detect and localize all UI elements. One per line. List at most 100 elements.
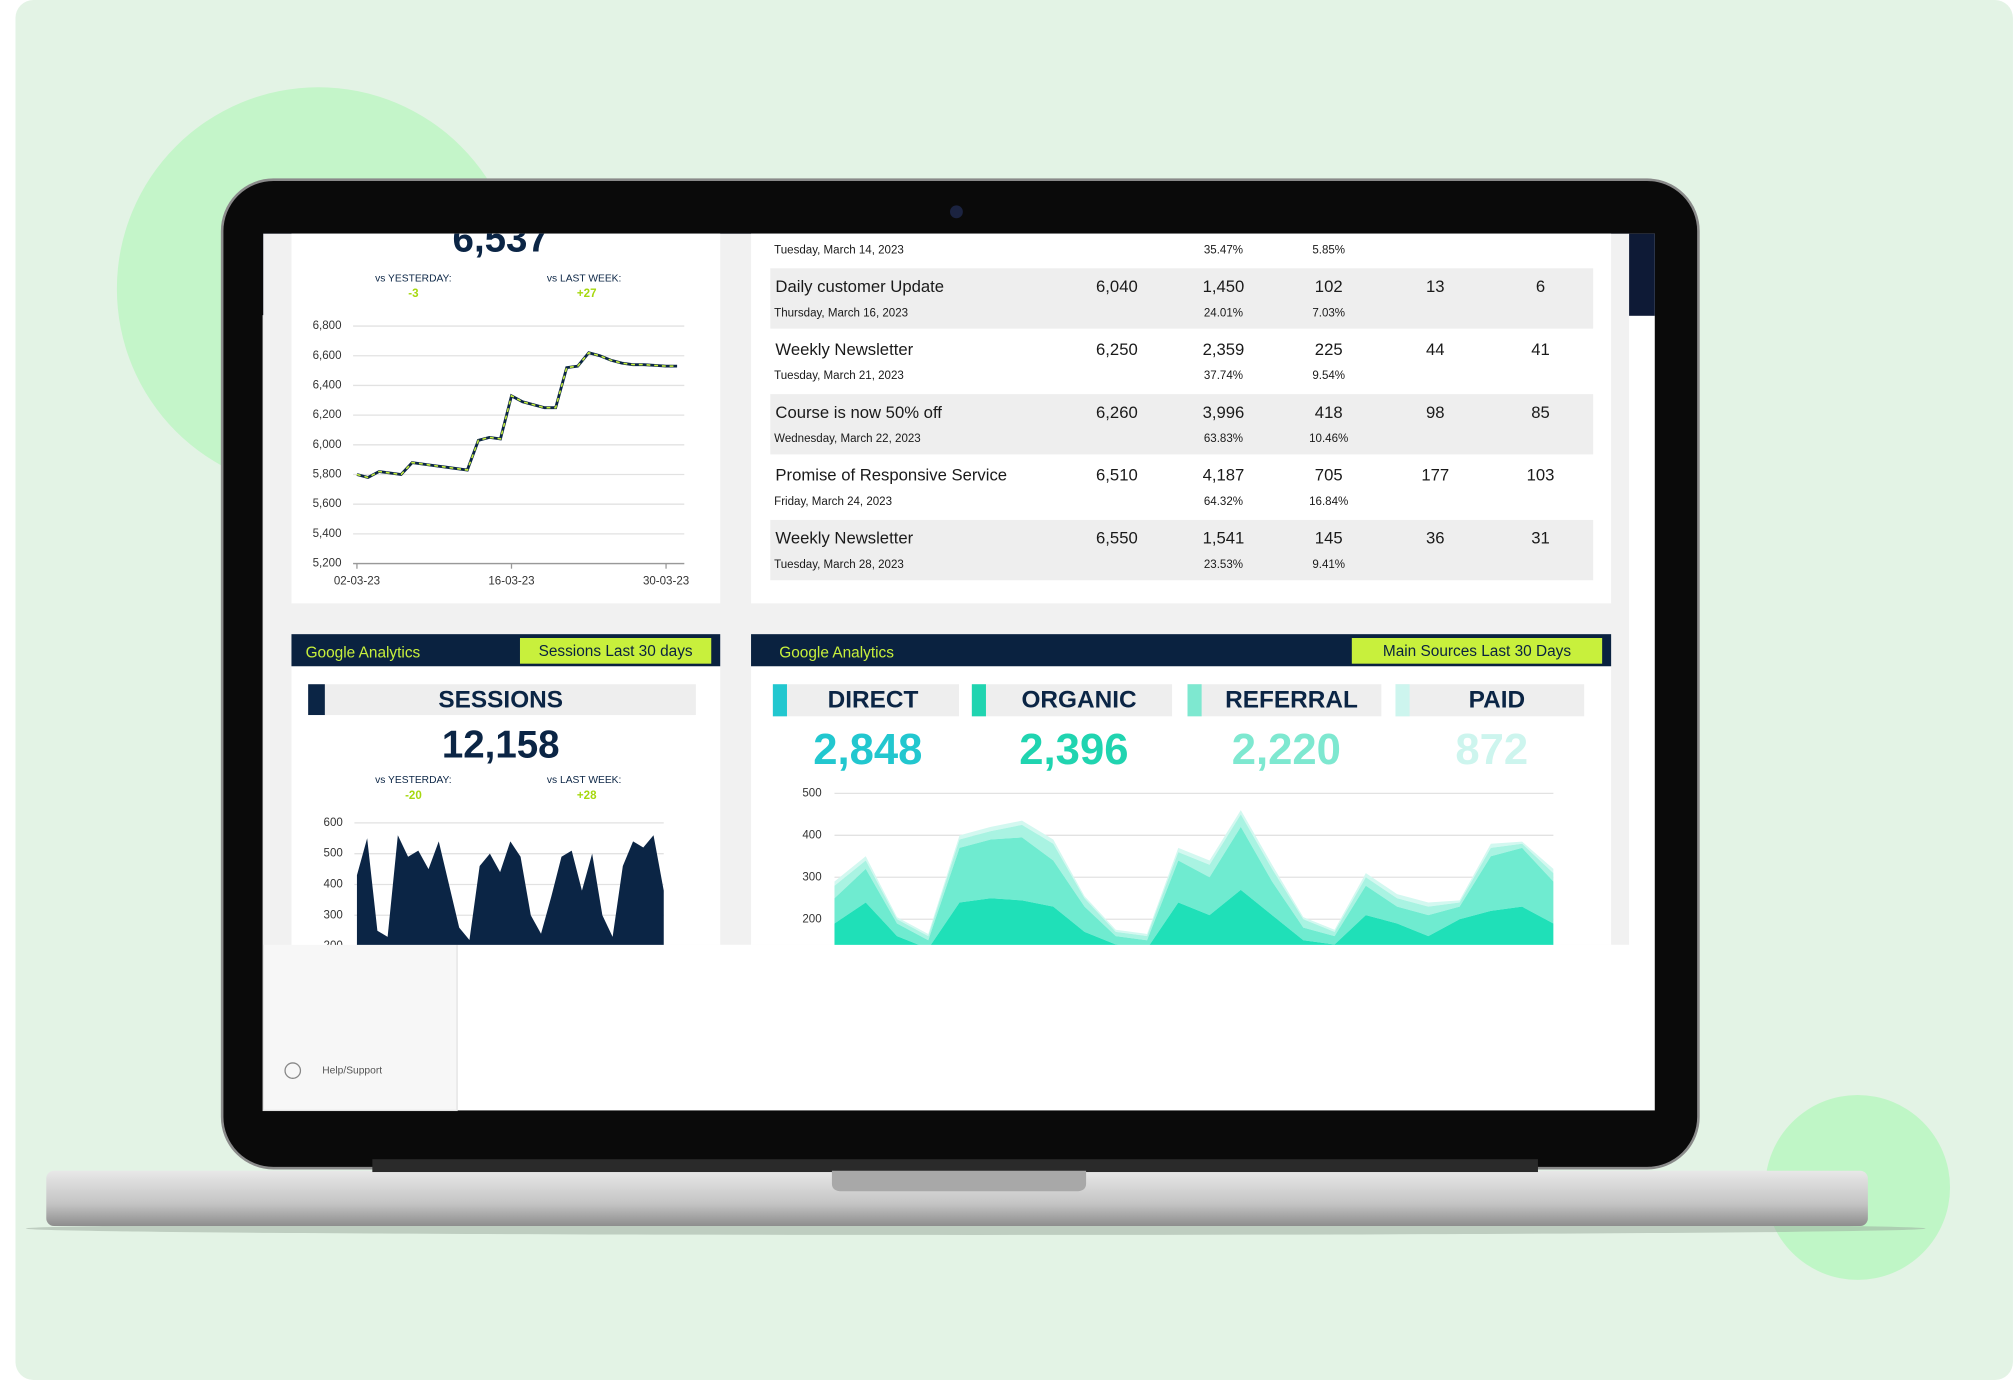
x-tick-label: 30-03-23: [643, 576, 689, 588]
y-tick-label: 5,800: [313, 469, 342, 481]
panel-button[interactable]: [519, 638, 712, 664]
kpi-label: vs LAST WEEK:: [547, 775, 621, 786]
y-tick-label: 300: [802, 871, 821, 883]
table-row-bg: [770, 519, 1594, 581]
table-row-bg: [770, 268, 1594, 329]
kpi-delta: +27: [577, 288, 597, 300]
area: [356, 835, 664, 945]
table-cell: 5.85%: [1312, 244, 1345, 256]
panel-button-label[interactable]: Sessions Last 30 days: [539, 643, 693, 660]
kpi-delta: -20: [405, 790, 422, 802]
table-cell: 145: [1315, 529, 1343, 548]
area-layer: [834, 814, 1554, 941]
x-tick-label: 02-03-23: [334, 576, 380, 588]
table-cell: 41: [1531, 340, 1550, 359]
table-cell: 1,541: [1203, 529, 1245, 548]
y-tick-label: 6,000: [313, 439, 342, 451]
dashboard: 6,537 vs YESTERDAY: -3 vs LAST WEEK: +27 Tues…: [263, 218, 1630, 952]
y-tick-label: 6,600: [313, 350, 342, 362]
table-cell: 35.47%: [1204, 244, 1243, 256]
source-total: 2,220: [1232, 725, 1341, 774]
y-tick-label: 6,200: [313, 409, 342, 421]
y-tick-label: 200: [324, 940, 343, 952]
legend-label: DIRECT: [828, 686, 919, 713]
source-header-bg: [1395, 684, 1585, 717]
table-cell: Tuesday, March 21, 2023: [774, 370, 904, 382]
panel-source: Google Analytics: [779, 644, 894, 661]
source-marker: [1187, 684, 1202, 717]
table-cell: 31: [1531, 529, 1550, 548]
table-cell: 2,359: [1203, 340, 1245, 359]
kpi-label: vs LAST WEEK:: [547, 273, 621, 284]
table-cell: 24.01%: [1204, 307, 1243, 319]
y-tick-label: 400: [324, 879, 343, 891]
table-cell: 23.53%: [1204, 559, 1243, 571]
y-tick-label: 300: [324, 909, 343, 921]
table-cell: Friday, March 24, 2023: [774, 496, 892, 508]
y-tick-label: 600: [324, 817, 343, 829]
table-cell: 98: [1426, 403, 1445, 422]
source-header-bg: [772, 684, 960, 717]
table-cell: 102: [1315, 277, 1343, 296]
source-header-bg: [971, 684, 1173, 717]
table-cell: Daily customer Update: [775, 277, 944, 296]
table-cell: 1,450: [1203, 277, 1245, 296]
table-cell: 177: [1421, 466, 1449, 485]
table-cell: 16.84%: [1309, 496, 1348, 508]
legend-label: REFERRAL: [1225, 686, 1358, 713]
table-cell: Weekly Newsletter: [775, 340, 913, 359]
table-cell: Weekly Newsletter: [775, 529, 913, 548]
table-cell: 225: [1315, 340, 1343, 359]
source-total: 2,848: [813, 725, 922, 774]
hinge: [372, 1159, 1538, 1173]
source-total: 2,396: [1019, 725, 1128, 774]
table-cell: 37.74%: [1204, 370, 1243, 382]
laptop-base: [46, 1170, 1868, 1226]
y-tick-label: 200: [802, 913, 821, 925]
table-cell: 7.03%: [1312, 307, 1345, 319]
title-bar: [308, 684, 696, 716]
table-cell: Promise of Responsive Service: [775, 466, 1007, 485]
table-cell: Course is now 50% off: [775, 403, 942, 422]
help-link[interactable]: Help/Support: [322, 1065, 382, 1076]
table-cell: 6,550: [1096, 529, 1138, 548]
panel-source: Google Analytics: [306, 644, 421, 661]
source-total: 872: [1455, 725, 1528, 774]
table-cell: 63.83%: [1204, 433, 1243, 445]
table-cell: Tuesday, March 28, 2023: [774, 559, 904, 571]
panel-button-label[interactable]: Main Sources Last 30 Days: [1383, 643, 1572, 660]
table-cell: 6,250: [1096, 340, 1138, 359]
table-cell: 6,040: [1096, 277, 1138, 296]
y-tick-label: 6,800: [313, 320, 342, 332]
table-cell: 6,510: [1096, 466, 1138, 485]
table-cell: 9.54%: [1312, 370, 1345, 382]
source-marker: [971, 684, 986, 717]
table-cell: 3,996: [1203, 403, 1245, 422]
y-tick-label: 6,400: [313, 379, 342, 391]
table-cell: 103: [1527, 466, 1555, 485]
legend-label: PAID: [1469, 686, 1525, 713]
table-cell: 13: [1426, 277, 1445, 296]
help-icon[interactable]: [284, 1062, 302, 1079]
y-tick-label: 500: [802, 787, 821, 799]
y-tick-label: 5,200: [313, 558, 342, 570]
table-cell: 4,187: [1203, 466, 1245, 485]
kpi-label: vs YESTERDAY:: [375, 775, 452, 786]
kpi-value: 12,158: [442, 723, 560, 766]
panel-button[interactable]: [1351, 638, 1603, 664]
source-header-bg: [1187, 684, 1382, 717]
line-highlight: [356, 351, 678, 479]
y-tick-label: 500: [324, 848, 343, 860]
table-cell: 6: [1536, 277, 1545, 296]
table-cell: 10.46%: [1309, 433, 1348, 445]
source-marker: [1395, 684, 1410, 717]
table-cell: 85: [1531, 403, 1550, 422]
table-cell: Thursday, March 16, 2023: [774, 307, 908, 319]
kpi-delta: -3: [408, 288, 418, 300]
table-cell: Wednesday, March 22, 2023: [774, 433, 921, 445]
table-cell: 9.41%: [1312, 559, 1345, 571]
kpi-value: 6,537: [453, 218, 549, 261]
panel-title: SESSIONS: [438, 686, 563, 713]
